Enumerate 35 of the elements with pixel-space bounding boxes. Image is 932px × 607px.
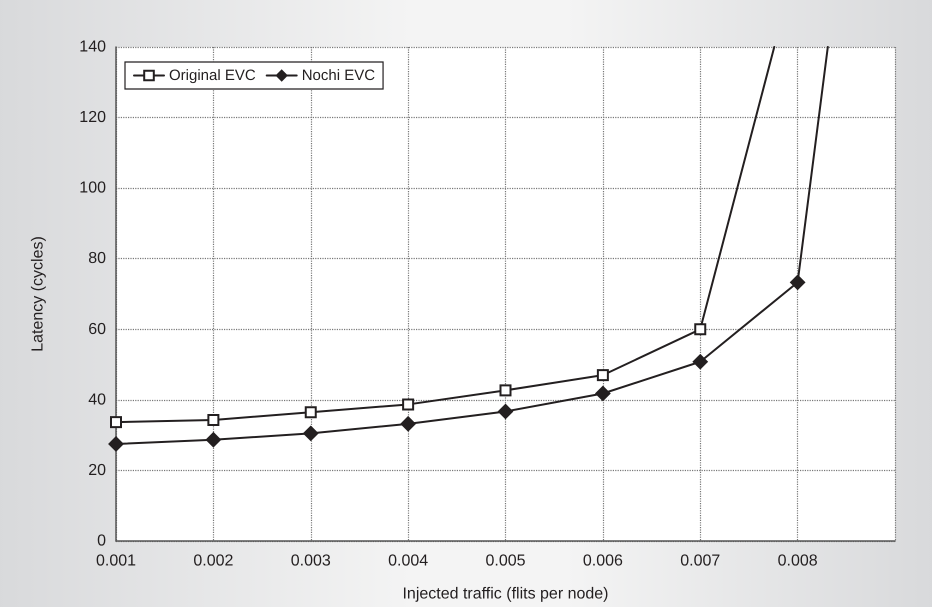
y-tick-label: 20: [88, 462, 106, 479]
y-tick-label: 0: [97, 532, 106, 550]
x-tick-label: 0.004: [388, 552, 428, 570]
point: [790, 274, 806, 290]
y-tick-label: 100: [79, 180, 106, 197]
point: [303, 426, 318, 441]
x-tick-label: 0.006: [582, 552, 623, 570]
x-tick-label: 0.007: [680, 552, 720, 570]
point: [596, 369, 609, 382]
point: [207, 414, 220, 426]
x-tick-label: 0.001: [96, 552, 136, 570]
point: [110, 416, 122, 428]
point: [694, 323, 706, 336]
y-tick-label: 140: [79, 38, 106, 56]
x-tick-label: 0.003: [290, 552, 331, 570]
legend-label: Original EVC: [169, 67, 256, 84]
x-tick-label: 0.002: [193, 552, 234, 570]
point: [498, 404, 513, 419]
y-tick-label: 80: [88, 250, 106, 268]
point: [402, 398, 414, 410]
point: [304, 406, 317, 418]
point: [108, 436, 124, 452]
x-tick-label: 0.008: [778, 552, 818, 570]
point: [595, 386, 610, 402]
legend-label: Nochi EVC: [302, 67, 376, 84]
x-axis-title: Injected traffic (flits per node): [402, 586, 609, 602]
point: [692, 354, 708, 370]
point: [500, 384, 512, 396]
x-tick-label: 0.005: [485, 552, 526, 570]
y-axis-title: Latency (cycles): [30, 236, 46, 352]
point: [400, 416, 416, 432]
y-tick-label: 120: [79, 109, 106, 126]
point: [206, 432, 221, 448]
y-tick-label: 60: [88, 320, 106, 338]
y-tick-label: 40: [88, 391, 106, 408]
